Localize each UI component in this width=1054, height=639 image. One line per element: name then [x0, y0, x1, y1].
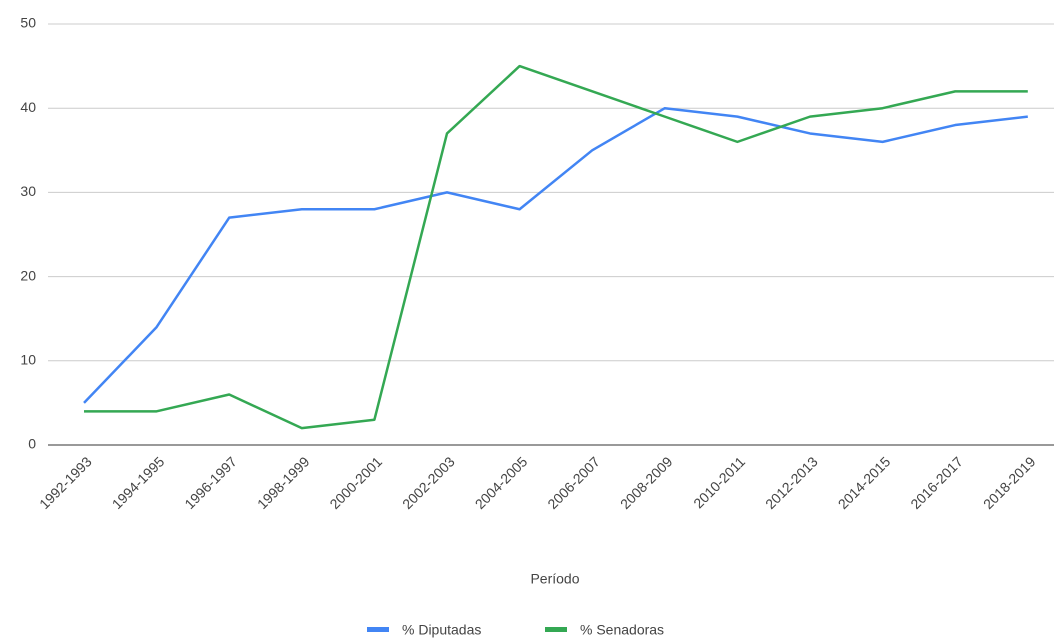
- x-tick-label: 2010-2011: [690, 453, 748, 511]
- x-tick-label: 1992-1993: [36, 453, 95, 512]
- x-tick-label: 2018-2019: [980, 453, 1039, 512]
- y-tick-label: 50: [20, 15, 36, 31]
- x-axis-title: Período: [530, 571, 579, 587]
- legend-label: % Diputadas: [402, 622, 481, 638]
- y-tick-label: 10: [20, 352, 36, 368]
- x-tick-label: 2012-2013: [762, 453, 821, 512]
- x-tick-label: 1996-1997: [181, 453, 240, 512]
- legend-swatch: [367, 627, 389, 632]
- x-tick-label: 2008-2009: [617, 453, 676, 512]
- x-tick-label: 2014-2015: [835, 453, 894, 512]
- y-tick-label: 20: [20, 267, 36, 283]
- legend-label: % Senadoras: [580, 622, 664, 638]
- x-tick-label: 1998-1999: [254, 453, 313, 512]
- x-tick-label: 2000-2001: [326, 453, 385, 512]
- x-tick-label: 2016-2017: [907, 453, 966, 512]
- line: [84, 64, 1028, 430]
- x-tick-label: 1994-1995: [109, 453, 168, 512]
- y-tick-label: 40: [20, 99, 36, 115]
- y-tick-label: 30: [20, 183, 36, 199]
- line: [83, 106, 1028, 404]
- x-tick-label: 2006-2007: [544, 453, 603, 512]
- x-tick-label: 2002-2003: [399, 453, 458, 512]
- y-tick-label: 0: [28, 436, 36, 452]
- legend-swatch: [545, 627, 567, 632]
- x-tick-label: 2004-2005: [472, 453, 531, 512]
